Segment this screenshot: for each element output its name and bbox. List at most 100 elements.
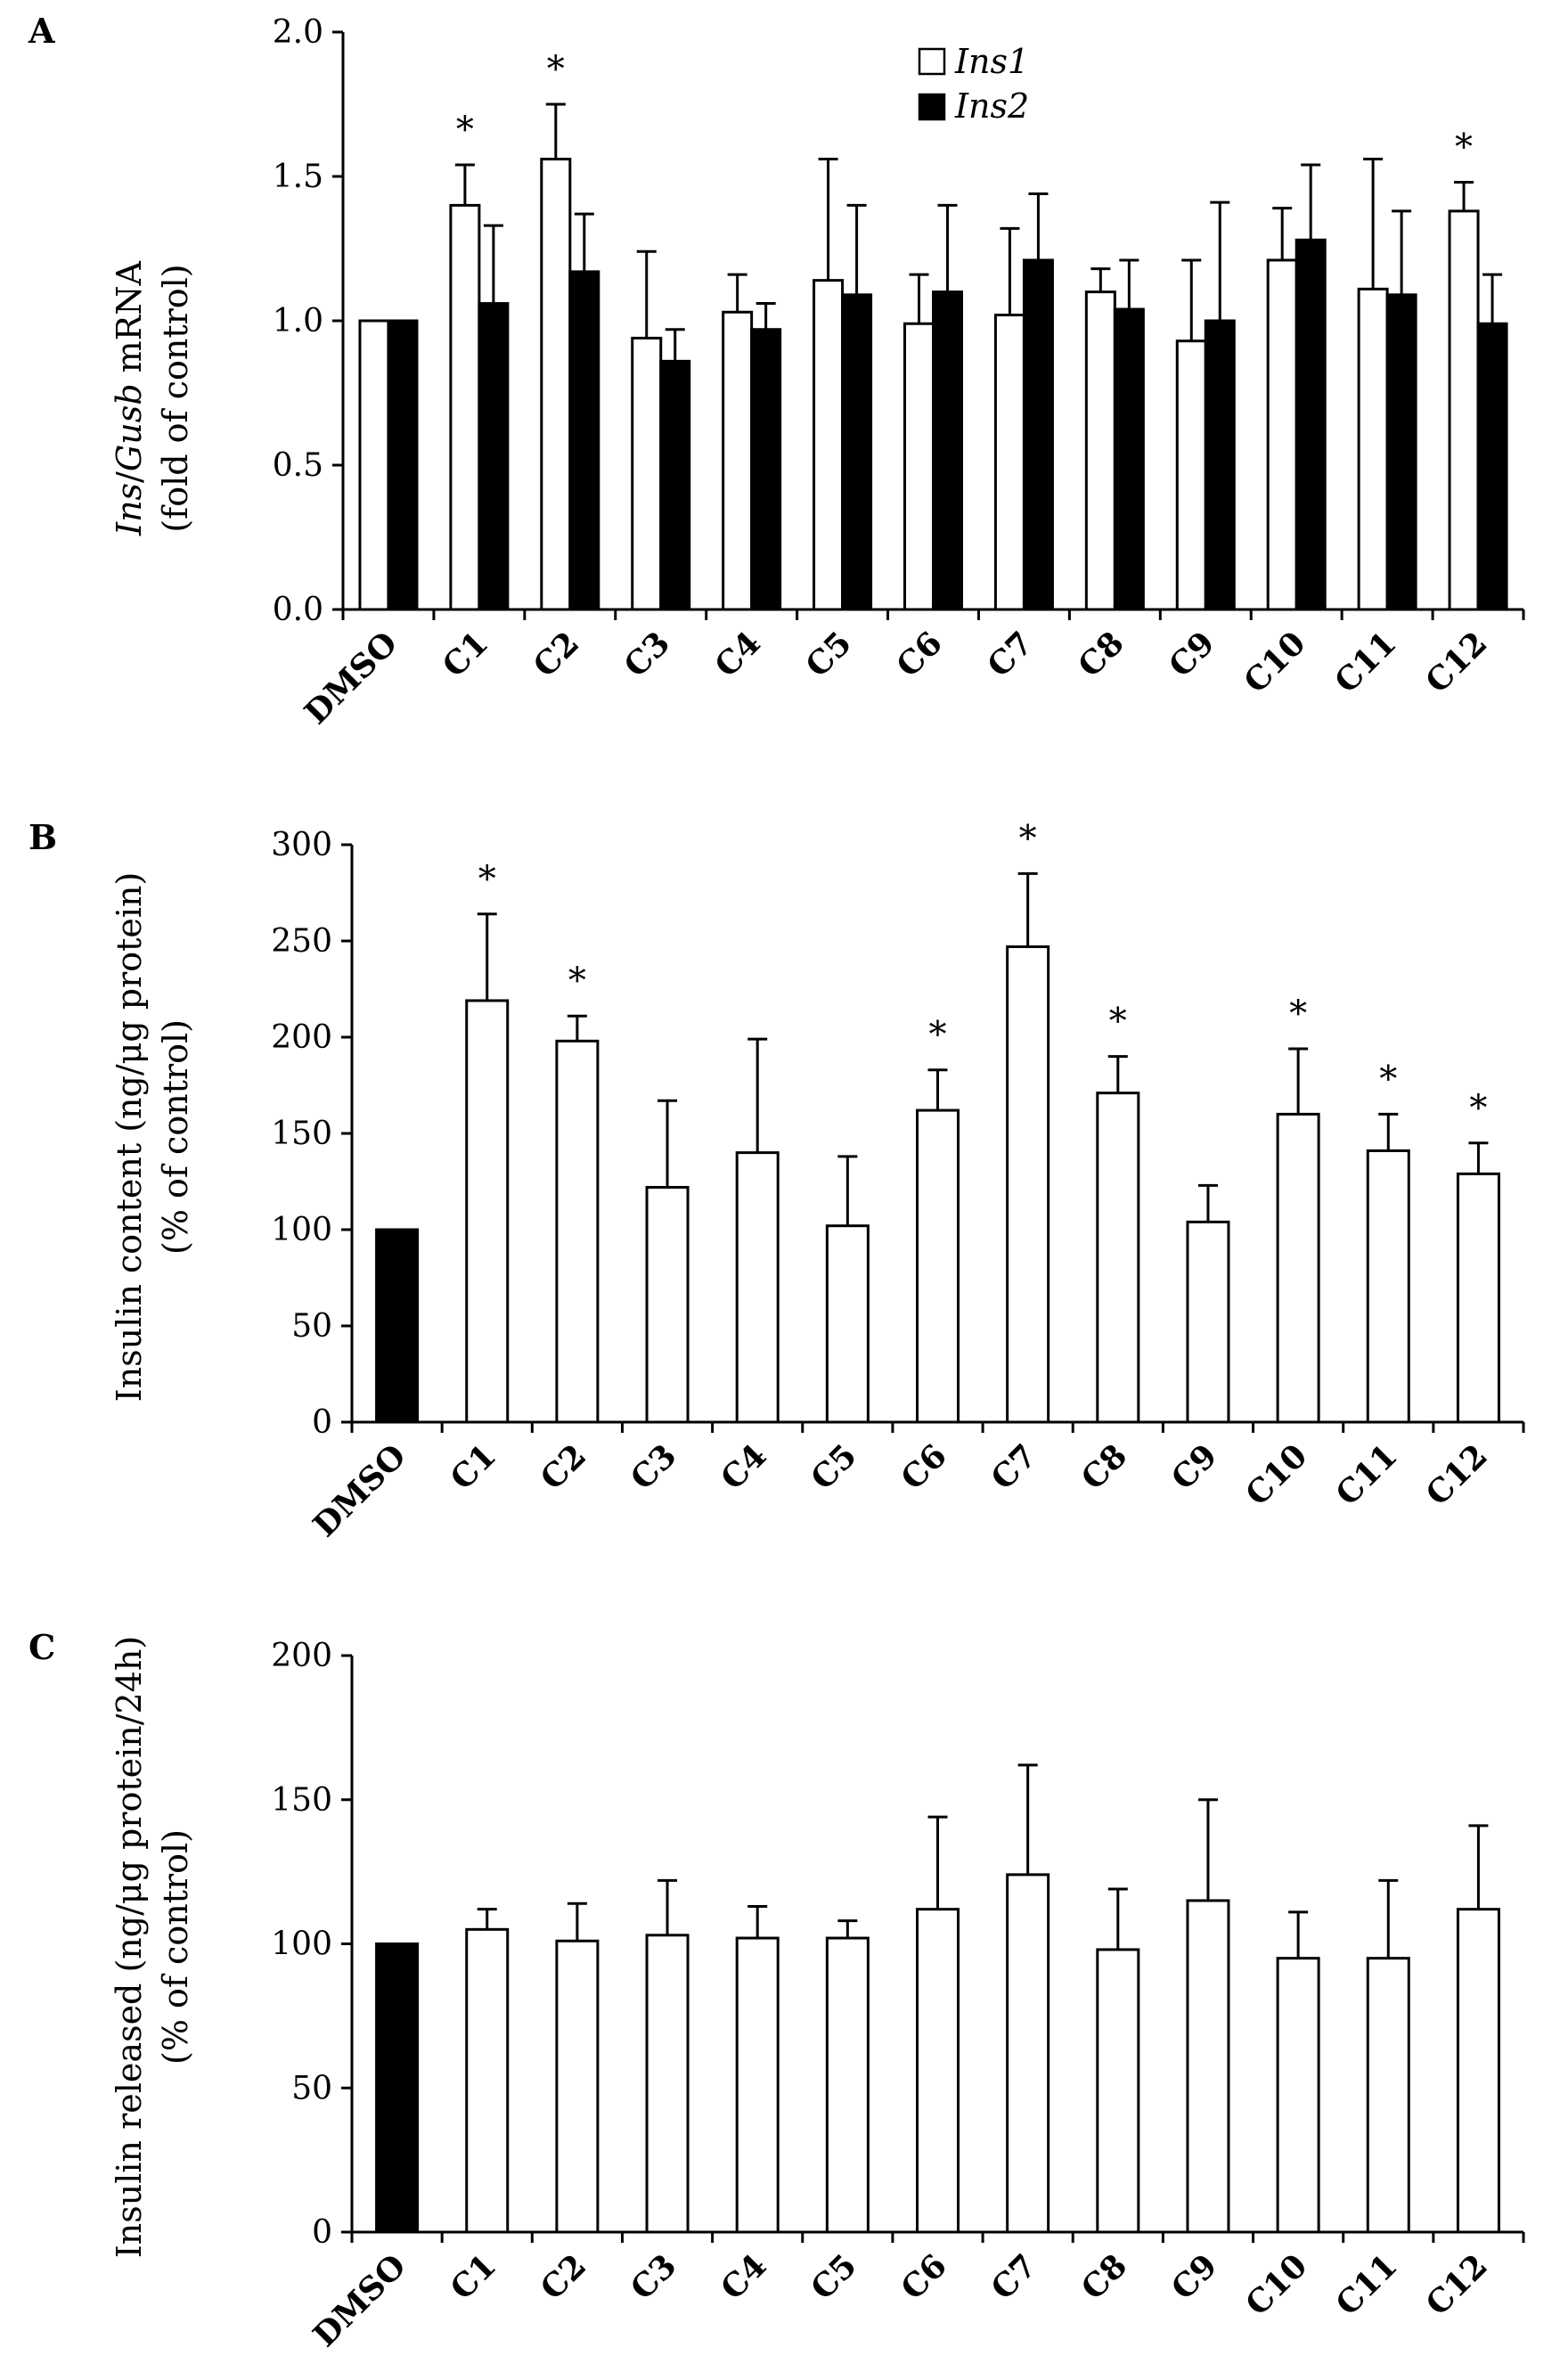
panel-c-axes: 0 50 100 150 200 DMSO C1 C2 C3 C4 C5 C6 C7 C8 C9 C10 C11… [271,1638,1525,2355]
panel-a-ytick-label: 1.5 [273,159,323,195]
panel-b-category-label: C11 [1328,1437,1404,1513]
panel-b-ytick-label: 150 [271,1116,332,1152]
panel-a-category-label: C8 [1071,625,1131,685]
panel-b-significance-star: * [929,1015,947,1056]
panel-a-bar-ins2 [568,270,600,611]
panel-a-significance-star: * [547,49,565,90]
panel-b-bars: * * * * * * * * [375,818,1500,1424]
legend-label-ins1: Ins1 [954,42,1029,81]
panel-a-bar-ins2 [932,290,963,611]
panel-c-ytick-label: 0 [312,2214,332,2251]
panel-a-bar-ins2 [1113,307,1145,611]
panel-c-category-label: C7 [984,2247,1044,2308]
panel-a-bar-ins1 [1175,339,1207,611]
panel-b-bar [1186,1220,1230,1424]
panel-a-bar-ins1 [540,158,572,611]
panel-b-bar [1096,1092,1140,1424]
panel-b: B Insulin content (ng/μg protein) (% of … [29,817,1525,1544]
panel-c-bar [645,1934,690,2234]
panel-c-bar [1456,1908,1500,2234]
panel-c-ylabel-line1: Insulin released (ng/μg protein/24h) [110,1636,149,2258]
panel-a-bar-ins1 [449,203,481,611]
panel-a-bar-ins1 [1448,209,1480,611]
panel-b-ytick-label: 50 [291,1308,332,1345]
panel-c-category-label: C11 [1328,2247,1404,2323]
panel-c-bar [375,1942,420,2234]
panel-a-category-label: C10 [1237,625,1312,700]
panel-a-ytick-label: 0.0 [273,592,323,628]
panel-a-bar-ins1 [813,279,845,611]
panel-c-category-label: C2 [534,2247,594,2308]
panel-c-bar [1186,1899,1230,2234]
panel-c-category-label: C9 [1164,2247,1225,2308]
panel-c-bars [375,1763,1500,2234]
legend-swatch-ins2 [918,93,946,121]
panel-c-bar [825,1936,870,2234]
legend-label-ins2: Ins2 [954,86,1029,126]
panel-b-axes: 0 50 100 150 200 250 300 DMSO C1 C2 C3 C4 C5 C6 C7 C8 C9… [271,827,1525,1544]
panel-a-bar-ins2 [659,359,691,611]
panel-c-category-label: C10 [1238,2247,1314,2323]
panel-b-bar [1366,1149,1410,1424]
panel-a-category-label: C12 [1418,625,1494,700]
panel-a-category-label: C11 [1327,625,1403,700]
panel-c-bar [555,1939,600,2234]
panel-b-category-label: C6 [894,1437,954,1498]
panel-b-ytick-label: 0 [312,1404,332,1441]
panel-a-bar-ins2 [1022,258,1054,611]
panel-b-bar [825,1224,870,1424]
panel-b-category-label: C1 [443,1437,503,1498]
panel-b-significance-star: * [1469,1088,1487,1129]
panel-c-ytick-label: 200 [271,1638,332,1674]
panel-a-bar-ins2 [1295,238,1327,611]
panel-c-category-label: DMSO [306,2247,413,2355]
panel-c-bar [1096,1948,1140,2234]
panel-a-category-label: C4 [707,625,768,685]
panel-b-bar [645,1185,690,1424]
panel-b-category-label: C12 [1418,1437,1494,1513]
panel-b-significance-star: * [478,859,496,900]
panel-b-significance-star: * [568,961,586,1002]
panel-a-bar-ins2 [478,302,510,611]
panel-a-bar-ins1 [1357,287,1389,611]
panel-a-bar-ins1 [1266,258,1298,611]
panel-b-bar [375,1228,420,1424]
panel-b-ytick-label: 200 [271,1019,332,1056]
panel-a-bar-ins2 [1385,293,1417,611]
panel-b-category-label: C5 [804,1437,864,1498]
panel-b-significance-star: * [1109,1002,1127,1043]
panel-c-category-label: C1 [443,2247,503,2308]
panel-b-category-label: C9 [1164,1437,1225,1498]
panel-b-bar [1276,1112,1320,1424]
legend-swatch-ins1 [918,47,946,76]
panel-c: C Insulin released (ng/μg protein/24h) (… [29,1627,1525,2355]
panel-c-ytick-label: 100 [271,1926,332,1963]
panel-a-bars: * * * [358,49,1508,611]
panel-b-significance-star: * [1289,994,1307,1035]
panel-a-significance-star: * [456,110,474,151]
panel-c-letter: C [29,1627,55,1667]
panel-a-category-label: DMSO [298,625,405,732]
panel-a-category-label: C1 [436,625,496,685]
panel-c-category-label: C12 [1418,2247,1494,2323]
panel-a-bar-ins2 [841,293,873,611]
legend: Ins1 Ins2 [918,42,1029,126]
panel-b-ytick-label: 300 [271,827,332,863]
panel-c-category-label: C3 [624,2247,684,2308]
panel-a-bar-ins1 [993,314,1025,611]
panel-b-bar [555,1039,600,1424]
panel-a-bar-ins1 [722,310,754,611]
panel-a-ytick-label: 2.0 [273,14,323,51]
panel-a-category-label: C9 [1162,625,1222,685]
panel-a-category-label: C7 [980,625,1041,685]
panel-a-bar-ins2 [750,328,782,611]
panel-c-bar [1006,1873,1050,2234]
panel-a-category-label: C3 [617,625,677,685]
panel-a-bar-ins1 [631,336,663,611]
panel-b-category-label: C7 [984,1437,1044,1498]
panel-a-ylabel-line1: Ins/Gusb mRNA [110,261,149,536]
panel-a-ytick-label: 0.5 [273,447,323,484]
panel-b-bar [916,1108,960,1424]
panel-a-ytick-label: 1.0 [273,303,323,339]
